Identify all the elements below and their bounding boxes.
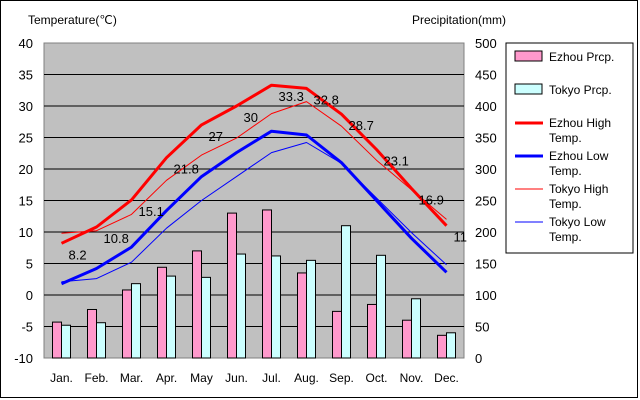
y-right-tick-label: 0: [475, 351, 482, 366]
bar-tokyo-prcp: [376, 254, 386, 359]
legend: Ezhou Prcp. Tokyo Prcp. Ezhou High Temp. Ezh…: [505, 42, 634, 254]
y-left-tick-label: 10: [19, 225, 33, 240]
x-tick-label: Dec.: [434, 371, 459, 385]
x-tick-label: Jun.: [225, 371, 248, 385]
x-tick-label: Jul.: [262, 371, 281, 385]
y-right-tick-label: 350: [475, 131, 497, 146]
legend-label: Ezhou Prcp.: [549, 50, 614, 64]
bar-tokyo-prcp: [341, 225, 351, 359]
y-left-tick-label: -10: [14, 351, 33, 366]
x-tick-label: Nov.: [400, 371, 424, 385]
x-tick-label: Apr.: [156, 371, 177, 385]
bar-tokyo-prcp: [411, 298, 421, 359]
y-left-tick-label: 25: [19, 131, 33, 146]
y-right-tick-label: 100: [475, 288, 497, 303]
y-right-tick-label: 250: [475, 194, 497, 209]
x-tick-label: Jan.: [50, 371, 73, 385]
y-left-tick-label: 40: [19, 36, 33, 51]
bar-ezhou-prcp: [227, 212, 237, 359]
bar-tokyo-prcp: [96, 322, 106, 359]
y-left-tick-label: 15: [19, 194, 33, 209]
x-tick-label: Mar.: [120, 371, 143, 385]
bar-ezhou-prcp: [52, 321, 62, 359]
bar-ezhou-prcp: [157, 266, 167, 359]
legend-label: Tokyo High Temp.: [549, 182, 608, 211]
y-right-tick-label: 150: [475, 257, 497, 272]
line-tokyo-high-temp: [61, 101, 447, 234]
bar-tokyo-prcp: [446, 332, 456, 359]
bar-tokyo-prcp: [271, 255, 281, 359]
data-label: 11: [454, 230, 468, 245]
series-lines: [60, 83, 448, 286]
bar-ezhou-prcp: [297, 272, 307, 359]
y-left-axis-title: Temperature(℃): [28, 13, 117, 27]
bar-ezhou-prcp: [437, 334, 447, 359]
data-label: 33.3: [279, 89, 304, 104]
bar-ezhou-prcp: [262, 209, 272, 359]
y-right-tick-label: 400: [475, 99, 497, 114]
data-label: 23.1: [384, 153, 409, 168]
gridlines: [44, 74, 464, 327]
data-label: 27: [209, 129, 223, 144]
y-right-tick-label: 450: [475, 68, 497, 83]
y-left-tick-label: 5: [26, 257, 33, 272]
data-label: 16.9: [419, 193, 444, 208]
y-right-tick-label: 50: [475, 320, 489, 335]
legend-label: Ezhou Low Temp.: [549, 149, 609, 178]
y-left-tick-label: 0: [26, 288, 33, 303]
y-left-tick-label: 20: [19, 162, 33, 177]
bar-ezhou-prcp: [192, 250, 202, 359]
y-left-tick-label: -5: [21, 320, 33, 335]
line-ezhou-low-temp: [60, 129, 448, 286]
y-right-tick-label: 300: [475, 162, 497, 177]
data-label: 10.8: [104, 231, 129, 246]
data-label: 21.8: [174, 162, 199, 177]
y-left-tick-label: 30: [19, 99, 33, 114]
data-label: 32.8: [314, 92, 339, 107]
data-label: 28.7: [349, 118, 374, 133]
legend-label: Ezhou High Temp.: [549, 116, 611, 145]
y-right-tick-label: 500: [475, 36, 497, 51]
bar-ezhou-prcp: [367, 303, 377, 359]
bar-ezhou-prcp: [402, 319, 412, 359]
legend-box: [505, 42, 634, 254]
x-tick-label: Oct.: [365, 371, 387, 385]
y-right-tick-label: 200: [475, 225, 497, 240]
bars: [52, 209, 456, 359]
legend-label: Tokyo Prcp.: [549, 83, 612, 97]
x-tick-label: Feb.: [84, 371, 108, 385]
data-label: 8.2: [69, 247, 87, 262]
bar-tokyo-prcp: [61, 324, 71, 359]
bar-tokyo-prcp: [166, 275, 176, 359]
y-left-tick-label: 35: [19, 68, 33, 83]
x-tick-label: May: [190, 371, 213, 385]
legend-label: Tokyo Low Temp.: [549, 215, 606, 244]
bar-ezhou-prcp: [332, 310, 342, 359]
x-tick-label: Aug.: [294, 371, 319, 385]
line-tokyo-low-temp: [61, 142, 447, 283]
bar-tokyo-prcp: [236, 253, 246, 359]
bar-ezhou-prcp: [87, 308, 97, 359]
bar-tokyo-prcp: [306, 259, 316, 359]
legend-swatch-tokyo-prcp: [514, 83, 543, 95]
data-label: 30: [244, 110, 258, 125]
legend-swatch-ezhou-prcp: [514, 50, 543, 62]
bar-tokyo-prcp: [131, 283, 141, 359]
bar-ezhou-prcp: [122, 289, 132, 359]
line-ezhou-high-temp: [60, 83, 448, 245]
bar-tokyo-prcp: [201, 276, 211, 359]
x-tick-labels: Jan. Feb. Mar. Apr. May Jun. Jul. Aug. Sep. Oct. N…: [50, 371, 459, 385]
y-right-tick-labels: 0 50 100 150 200 250 300 350 400 450 500: [475, 36, 497, 366]
y-right-axis-title: Precipitation(mm): [412, 13, 506, 27]
data-labels: 8.2 10.8 15.1 21.8 27 30 33.3 32.8 28.7 23.1 16.9 1…: [69, 89, 468, 262]
x-tick-label: Sep.: [329, 371, 354, 385]
y-left-tick-labels: -10 -5 0 5 10 15 20 25 30 35 40: [14, 36, 33, 366]
data-label: 15.1: [139, 204, 164, 219]
